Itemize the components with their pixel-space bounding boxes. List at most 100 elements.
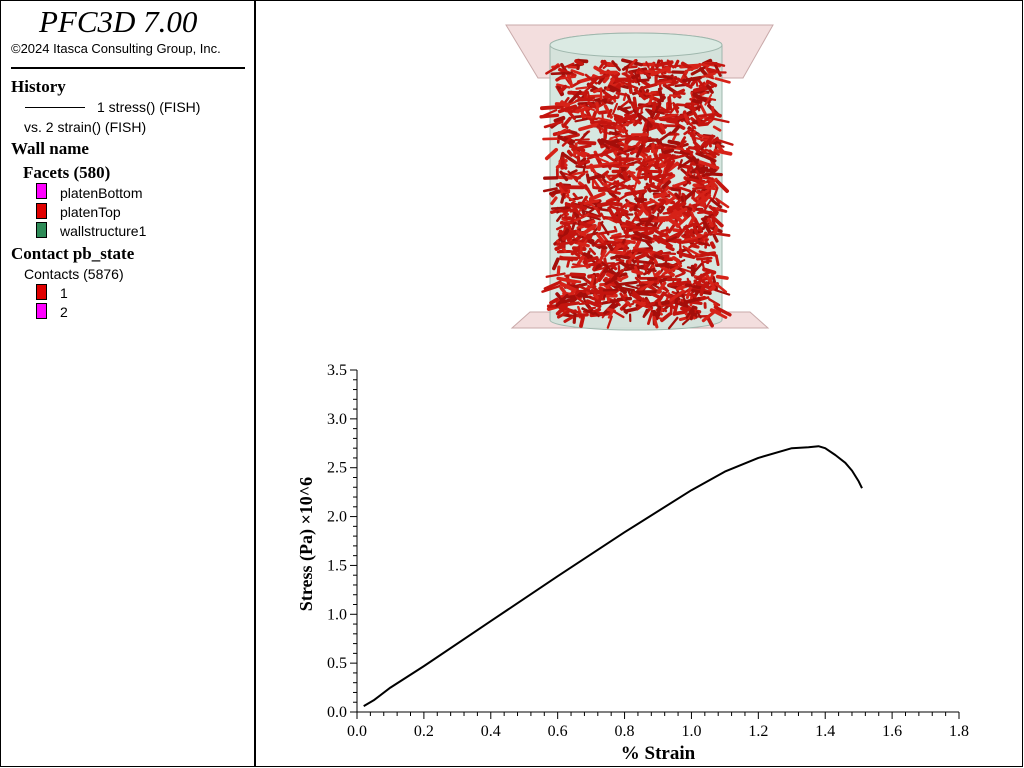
bond-contact bbox=[589, 311, 613, 318]
bond-contact bbox=[600, 232, 609, 243]
bond-contact bbox=[694, 189, 710, 200]
bond-contact bbox=[683, 73, 688, 80]
bond-contact bbox=[635, 163, 645, 171]
bond-contact bbox=[540, 104, 564, 111]
bond-contact bbox=[612, 310, 625, 319]
bond-contact bbox=[642, 201, 649, 211]
bond-contact bbox=[713, 310, 728, 319]
label-platen-bottom: platenBottom bbox=[60, 185, 143, 201]
series-layer bbox=[363, 445, 863, 707]
bond-contact bbox=[715, 197, 721, 205]
bond-contact bbox=[587, 101, 597, 109]
bond-contact bbox=[693, 85, 709, 93]
bond-contact bbox=[593, 311, 600, 318]
bond-contact bbox=[563, 315, 574, 323]
bond-contact bbox=[635, 199, 645, 204]
bond-contact bbox=[564, 202, 587, 211]
bond-contact bbox=[646, 277, 658, 281]
bond-contact bbox=[569, 169, 578, 175]
bond-contact bbox=[684, 246, 701, 257]
bond-contact bbox=[596, 233, 606, 245]
bond-contact bbox=[559, 75, 577, 80]
bond-contact bbox=[586, 153, 608, 157]
bond-contact bbox=[692, 225, 699, 235]
bond-contact bbox=[684, 230, 692, 241]
bond-contact bbox=[597, 117, 612, 122]
y-tick-label: 0.0 bbox=[327, 704, 347, 721]
bond-contact bbox=[643, 168, 649, 181]
swatch-contact-1 bbox=[36, 284, 47, 300]
bond-contact bbox=[666, 205, 676, 215]
bond-contact bbox=[574, 59, 584, 66]
bond-contact bbox=[602, 298, 621, 305]
bond-contact bbox=[660, 142, 677, 149]
bond-contact bbox=[587, 284, 598, 291]
bond-contact bbox=[606, 108, 613, 118]
bond-contact bbox=[614, 280, 625, 292]
bond-contact bbox=[549, 189, 561, 196]
bond-contact bbox=[656, 281, 667, 294]
bond-contact bbox=[572, 149, 587, 158]
bond-contact bbox=[593, 155, 609, 164]
bond-contact bbox=[612, 243, 622, 254]
bond-contact bbox=[677, 188, 682, 204]
bond-contact bbox=[608, 84, 621, 93]
bond-contact bbox=[688, 203, 696, 213]
bond-contact bbox=[698, 160, 720, 170]
bond-contact bbox=[561, 306, 581, 314]
bond-contact bbox=[659, 123, 666, 135]
bond-contact bbox=[693, 145, 701, 154]
bond-contact bbox=[691, 166, 709, 172]
bond-contact bbox=[568, 90, 582, 104]
bond-contact bbox=[610, 263, 618, 271]
bond-contact bbox=[631, 269, 644, 275]
bond-contact bbox=[665, 230, 683, 242]
bond-contact bbox=[651, 101, 657, 112]
bond-contact bbox=[667, 96, 673, 111]
bond-contact bbox=[701, 259, 712, 264]
bond-contact bbox=[710, 198, 722, 209]
bond-contact bbox=[604, 173, 612, 182]
bond-contact bbox=[699, 286, 705, 297]
swatch-platen-bottom bbox=[36, 183, 47, 199]
bond-contact bbox=[601, 162, 623, 169]
bond-contact bbox=[642, 208, 650, 216]
bond-contact bbox=[615, 254, 633, 260]
bond-contact bbox=[585, 250, 591, 258]
bond-contact bbox=[673, 309, 688, 316]
bond-contact bbox=[643, 182, 655, 190]
swatch-contact-2 bbox=[36, 303, 47, 319]
bond-contact bbox=[654, 305, 662, 321]
bond-contact bbox=[597, 201, 614, 208]
bond-contact bbox=[603, 127, 608, 140]
bond-contact bbox=[571, 274, 586, 280]
bond-contact bbox=[624, 189, 647, 197]
bond-contact bbox=[558, 182, 568, 193]
bond-contact bbox=[702, 220, 713, 236]
bond-contact bbox=[586, 90, 591, 99]
bond-contact bbox=[672, 180, 687, 188]
bond-contact bbox=[691, 156, 699, 165]
bond-contact bbox=[611, 102, 619, 115]
bond-contact bbox=[688, 292, 697, 299]
bond-contact bbox=[563, 62, 575, 69]
bond-contact bbox=[657, 199, 666, 209]
bond-contact bbox=[666, 80, 679, 88]
bond-contact bbox=[657, 178, 670, 186]
bond-contact bbox=[657, 87, 664, 103]
bond-contact bbox=[580, 224, 597, 236]
bond-contact bbox=[572, 192, 579, 201]
bond-contact bbox=[667, 139, 681, 146]
bond-contact bbox=[692, 140, 707, 154]
bond-contact bbox=[676, 77, 693, 89]
bond-contact bbox=[559, 220, 571, 227]
bond-contact bbox=[705, 177, 718, 188]
bond-contact bbox=[613, 113, 624, 120]
bond-contact bbox=[669, 289, 685, 302]
stress-strain-chart: 0.0 0.2 0.4 0.6 0.8 1.0 1.2 1.4 1.6 1.8 0.0 0.5 1.0… bbox=[296, 362, 969, 764]
bond-contact bbox=[645, 61, 650, 69]
app-title: PFC3D 7.00 bbox=[39, 4, 198, 39]
bond-contact bbox=[646, 311, 654, 326]
bond-contact bbox=[656, 80, 672, 86]
bond-contact bbox=[602, 183, 611, 188]
